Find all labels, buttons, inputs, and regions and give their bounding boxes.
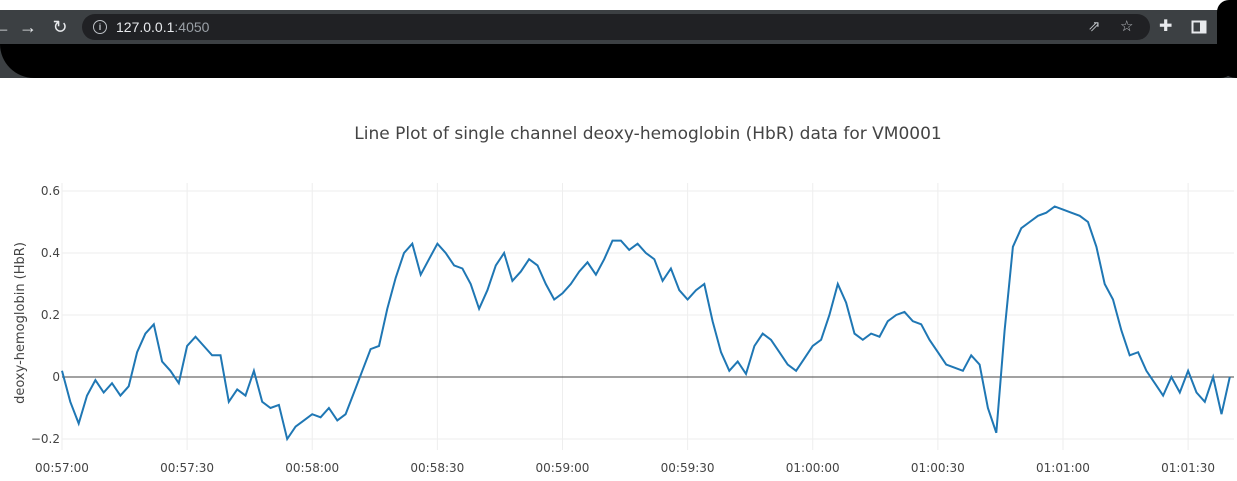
y-tick-label: 0.4 — [41, 246, 60, 260]
hbr-series-line — [61, 205, 1231, 442]
y-axis-label: deoxy-hemoglobin (HbR) — [13, 242, 28, 404]
star-icon[interactable]: ☆ — [1120, 18, 1134, 35]
grid-lines — [61, 183, 1234, 450]
info-icon[interactable]: i — [93, 20, 107, 34]
url-host: 127.0.0.1 — [116, 19, 175, 35]
x-tick-label: 00:57:30 — [160, 461, 214, 475]
redaction-bar — [0, 44, 1237, 78]
share-icon[interactable]: ⇗ — [1088, 18, 1101, 35]
x-tick-label: 01:01:00 — [1036, 461, 1090, 475]
y-tick-label: 0.6 — [41, 184, 60, 198]
url-port: :4050 — [174, 19, 210, 35]
extensions-icon[interactable]: ✚ — [1159, 18, 1173, 35]
address-bar[interactable]: i 127.0.0.1:4050 ⇗ ☆ — [82, 14, 1150, 40]
browser-toolbar: ← → ↻ i 127.0.0.1:4050 ⇗ ☆ ✚ — [0, 10, 1237, 44]
back-icon[interactable]: ← — [0, 17, 11, 37]
browser-window-chrome: ← → ↻ i 127.0.0.1:4050 ⇗ ☆ ✚ — [0, 0, 1237, 78]
chart-title: Line Plot of single channel deoxy-hemogl… — [354, 124, 941, 144]
line-chart: Line Plot of single channel deoxy-hemogl… — [13, 124, 1234, 475]
side-panel-icon[interactable] — [1191, 10, 1207, 44]
x-tick-label: 01:00:00 — [786, 461, 840, 475]
forward-icon[interactable]: → — [19, 17, 37, 37]
x-tick-label: 01:01:30 — [1161, 461, 1215, 475]
redaction-edge — [1217, 0, 1237, 78]
url-text[interactable]: 127.0.0.1:4050 — [116, 14, 209, 40]
x-tick-label: 00:58:00 — [285, 461, 339, 475]
x-tick-label: 00:59:00 — [536, 461, 590, 475]
y-axis-ticks: 0.6 0.4 0.2 0 −0.2 — [31, 184, 60, 446]
x-tick-label: 00:59:30 — [661, 461, 715, 475]
reload-icon[interactable]: ↻ — [52, 17, 68, 37]
y-tick-label: 0.2 — [41, 308, 60, 322]
x-tick-label: 00:57:00 — [35, 461, 89, 475]
x-tick-label: 01:00:30 — [911, 461, 965, 475]
y-tick-label: −0.2 — [31, 432, 60, 446]
x-axis-ticks: 00:57:00 00:57:30 00:58:00 00:58:30 00:59:00… — [35, 461, 1215, 475]
x-tick-label: 00:58:30 — [410, 461, 464, 475]
y-tick-label: 0 — [52, 370, 60, 384]
